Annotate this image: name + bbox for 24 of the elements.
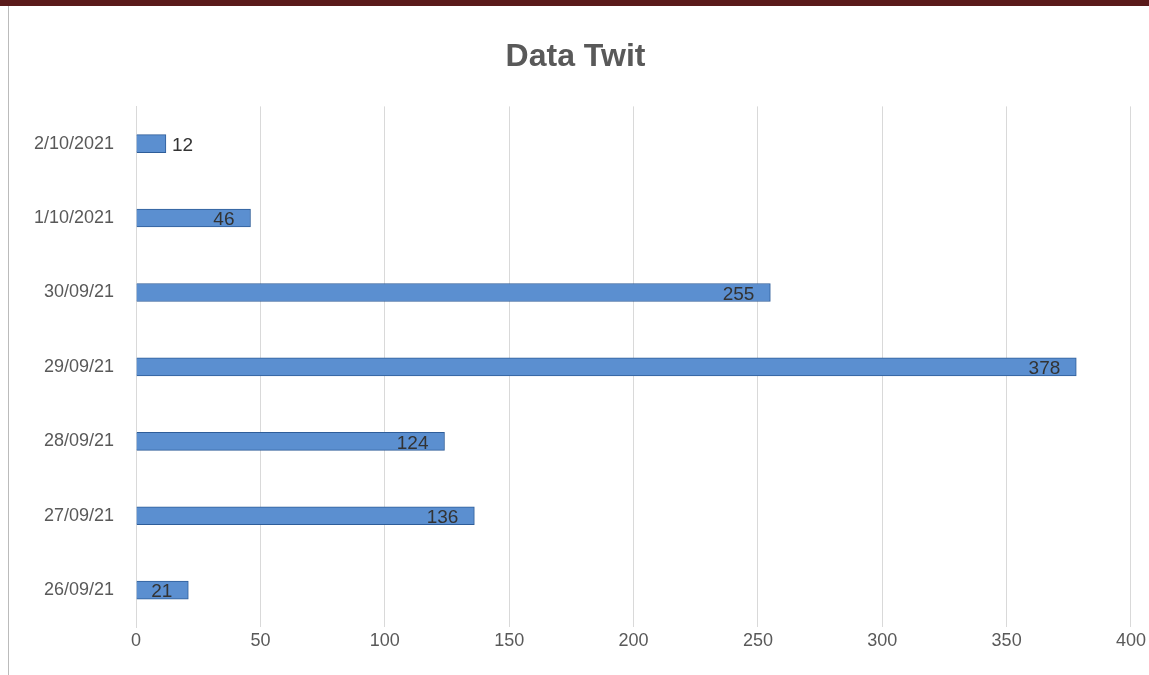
y-tick-label: 1/10/2021 (34, 207, 115, 228)
x-tick-label: 100 (369, 630, 400, 651)
data-label: 21 (151, 580, 173, 602)
data-label: 255 (722, 282, 755, 304)
data-label: 124 (396, 431, 429, 453)
data-label: 136 (426, 505, 459, 527)
x-tick-label: 50 (250, 630, 271, 651)
x-tick-label: 350 (991, 630, 1022, 651)
x-tick-label: 0 (131, 630, 142, 651)
x-tick-label: 400 (1115, 630, 1147, 651)
y-tick-label: 29/09/21 (44, 355, 115, 376)
x-tick-label: 300 (867, 630, 898, 651)
data-label: 12 (171, 133, 194, 155)
y-tick-label: 27/09/21 (44, 504, 115, 525)
x-tick-label: 200 (618, 630, 649, 651)
y-tick-label: 28/09/21 (44, 430, 115, 451)
y-tick-label: 2/10/2021 (34, 132, 115, 153)
chart-title: Data Twit (505, 37, 646, 74)
x-tick-label: 250 (742, 630, 773, 651)
y-tick-label: 26/09/21 (44, 579, 115, 600)
x-tick-label: 150 (494, 630, 525, 651)
data-label: 378 (1028, 357, 1061, 379)
data-label: 46 (213, 208, 235, 230)
y-tick-label: 30/09/21 (44, 281, 115, 302)
